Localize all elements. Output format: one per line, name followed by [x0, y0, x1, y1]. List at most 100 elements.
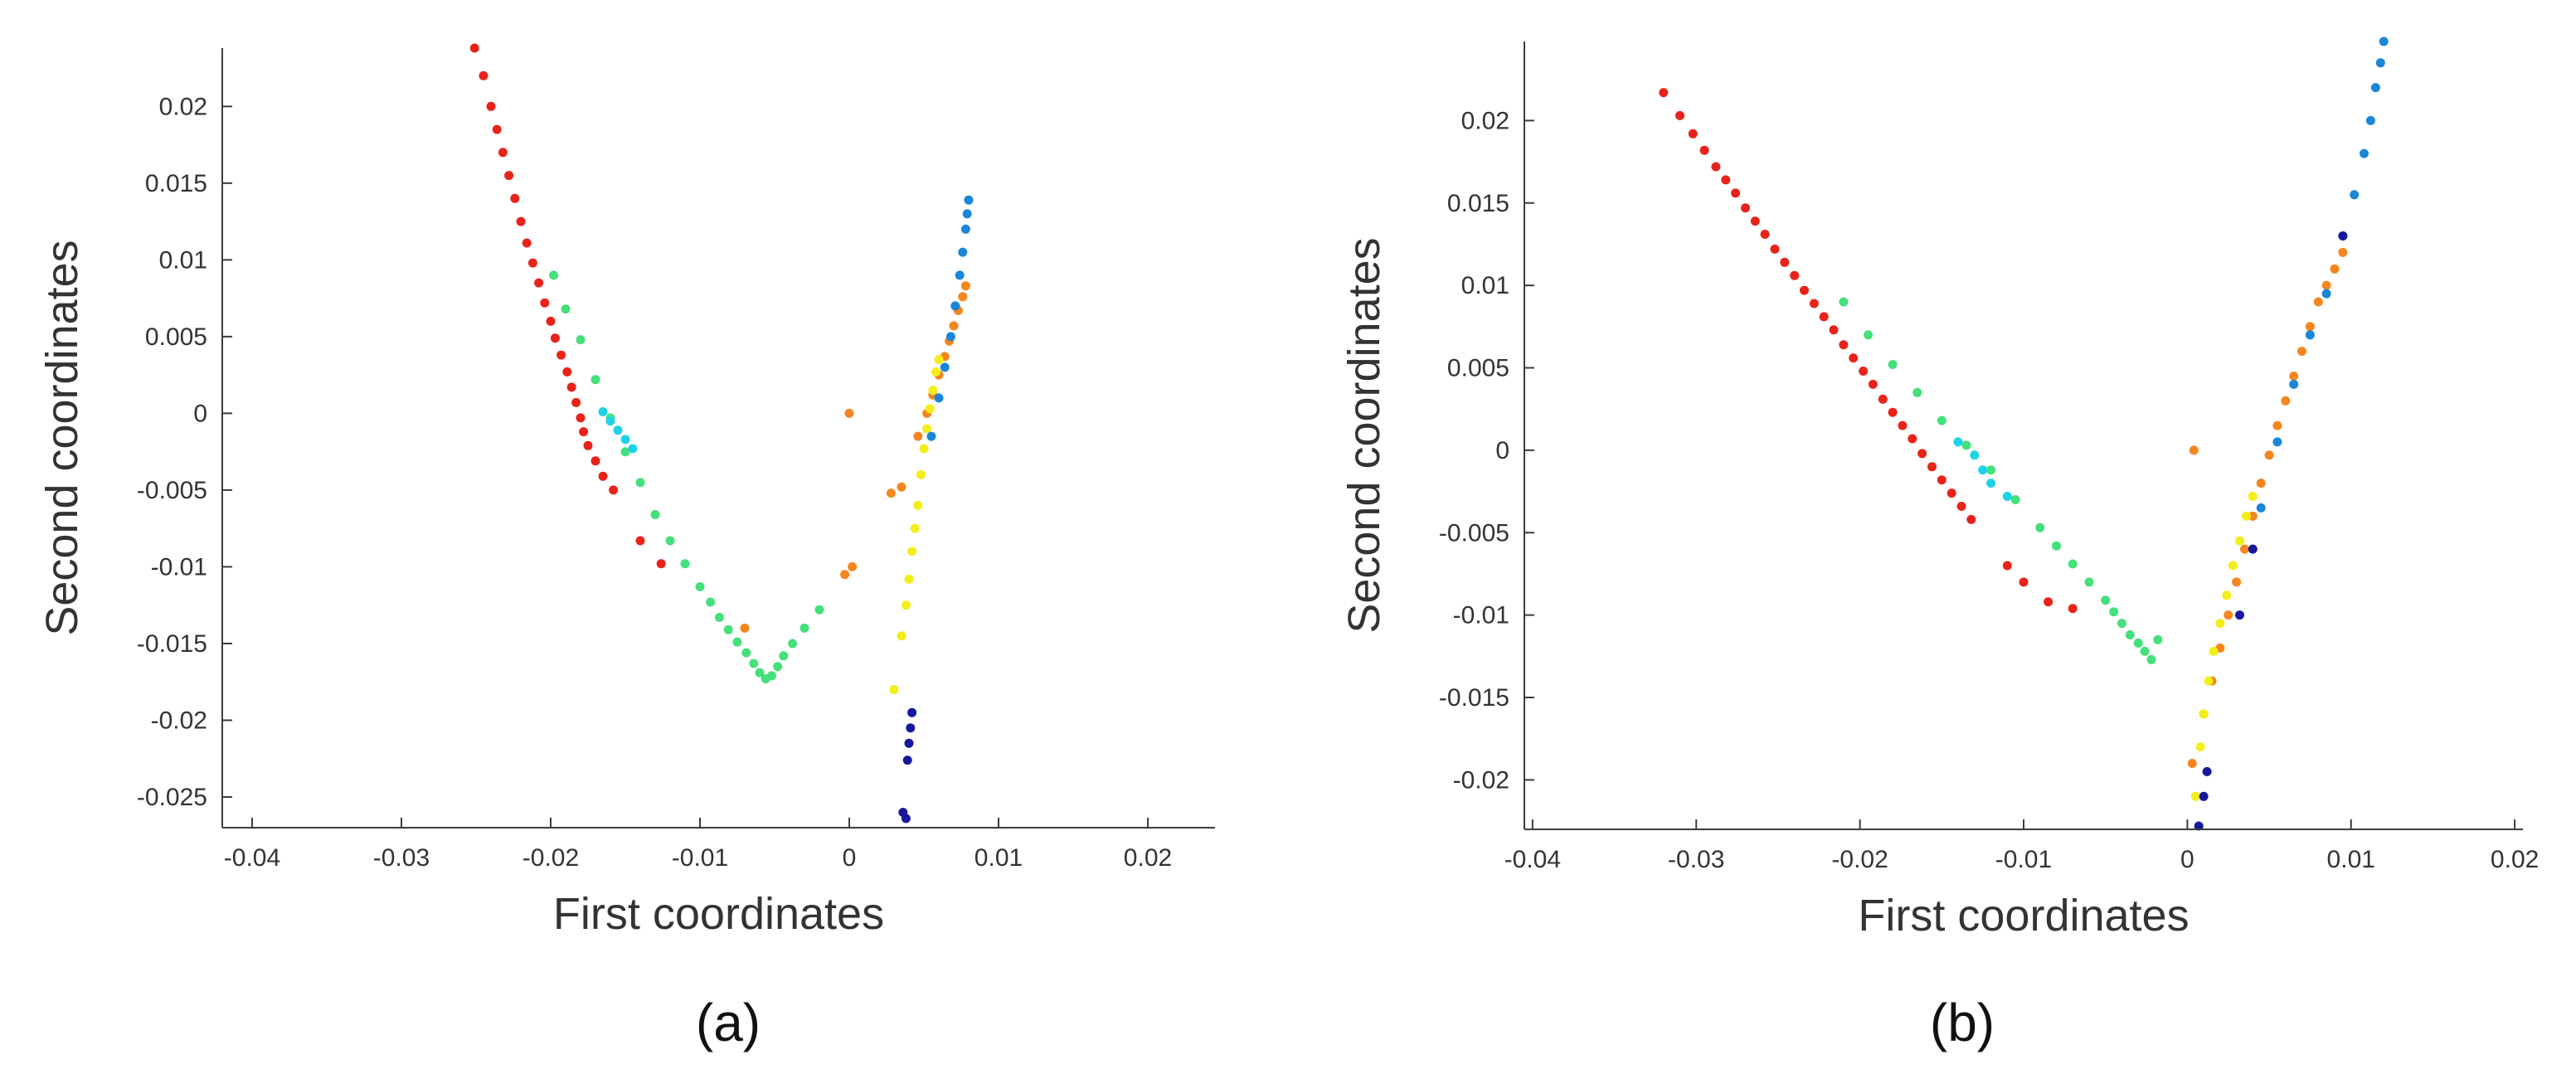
- panel-b-point-orange: [2297, 347, 2306, 357]
- panel-b-point-green: [2109, 607, 2119, 617]
- panel-a-y-tick-label: -0.025: [137, 784, 207, 811]
- panel-b-point-red: [1659, 88, 1669, 98]
- panel-b-axes: -0.04 -0.03 -0.02 -0.01 0 0.01 0.02 -0.02 -0.015…: [1439, 41, 2539, 873]
- panel-b-point-red: [1908, 434, 1917, 444]
- panel-a-y-tick-label: 0.01: [159, 246, 207, 274]
- panel-b-point-green: [2052, 541, 2061, 551]
- panel-a-point-red: [498, 148, 508, 158]
- panel-a-x-tick-label: -0.02: [522, 844, 579, 872]
- panel-a-y-tick-label: 0.015: [145, 170, 207, 197]
- panel-b-point-yellow: [2195, 742, 2205, 752]
- panel-b-point-yellow: [2222, 590, 2232, 600]
- panel-a-point-yellow: [922, 424, 932, 434]
- panel-b-point-orange: [2232, 577, 2242, 587]
- panel-b-point-green: [2068, 559, 2078, 569]
- panel-a-point-blue: [955, 270, 965, 280]
- panel-a-point-red: [566, 382, 576, 392]
- panel-b-point-blue: [2370, 83, 2380, 93]
- panel-b-point-blue: [2256, 503, 2266, 513]
- panel-b-point-blue: [2360, 148, 2369, 158]
- panel-a-point-green: [714, 613, 724, 622]
- panel-b-point-red: [1790, 270, 1800, 280]
- panel-a-y-tick-label: -0.02: [151, 707, 207, 734]
- panel-a-point-blue: [964, 195, 974, 205]
- panel-a-point-red: [522, 238, 532, 248]
- panel-b-point-green: [1986, 465, 1995, 475]
- panel-b-point-cyan: [1970, 450, 1980, 460]
- panel-b-point-navy: [2248, 544, 2258, 554]
- panel-b-point-green: [2035, 522, 2045, 532]
- panel-a-point-cyan: [620, 435, 630, 445]
- panel-b-point-yellow: [2241, 511, 2251, 521]
- panel-a-x-tick-label: 0.01: [975, 844, 1023, 872]
- panel-b-y-tick-label: 0.005: [1447, 355, 1509, 382]
- panel-a-y-tick-label: 0.005: [145, 323, 207, 351]
- panel-b-point-cyan: [2002, 492, 2012, 501]
- panel-b-point-red: [1711, 162, 1721, 172]
- panel-b-point-blue: [2305, 330, 2315, 340]
- panel-a-point-cyan: [613, 425, 623, 435]
- panel-b-y-tick-label: -0.01: [1453, 602, 1509, 629]
- panel-b-x-tick-label: -0.02: [1831, 846, 1888, 873]
- panel-a-point-red: [571, 397, 581, 407]
- panel-a-point-cyan: [598, 407, 608, 416]
- panel-b-x-axis-label: First coordinates: [1858, 891, 2189, 940]
- panel-b-point-red: [1956, 502, 1966, 511]
- panel-b-point-red: [1770, 244, 1780, 254]
- panel-a-y-axis-label: Second coordinates: [37, 240, 87, 635]
- panel-b-x-tick-label: -0.01: [1995, 846, 2052, 873]
- panel-a-point-blue: [960, 224, 970, 234]
- panel-a-point-red: [550, 333, 560, 343]
- panel-a-point-red: [486, 101, 496, 111]
- panel-b-point-red: [1819, 312, 1829, 322]
- panel-b-point-red: [1966, 514, 1976, 524]
- panel-b-point-red: [1809, 299, 1819, 309]
- panel-b-point-red: [1868, 379, 1878, 389]
- panel-b-point-orange: [2281, 396, 2291, 406]
- panel-b-x-tick-label: 0.02: [2491, 846, 2539, 873]
- panel-a-point-green: [665, 536, 675, 546]
- panel-a-point-red: [591, 456, 600, 466]
- panel-a-point-red: [504, 171, 514, 181]
- panel-a-point-green: [800, 623, 809, 633]
- panel-b-y-tick-label: 0.02: [1461, 107, 1509, 134]
- panel-a-point-red: [527, 258, 537, 268]
- panel-a-x-tick-label: -0.03: [373, 844, 430, 872]
- panel-a-point-green: [732, 637, 742, 647]
- panel-b-point-yellow: [2248, 492, 2258, 501]
- panel-b-point-yellow: [2199, 709, 2209, 719]
- panel-b-point-red: [1741, 203, 1750, 213]
- panel-b-y-tick-label: -0.02: [1453, 766, 1509, 794]
- panel-b-y-tick-label: 0.01: [1461, 272, 1509, 299]
- panel-a-point-orange: [960, 281, 970, 291]
- panel-b-point-green: [1864, 330, 1873, 340]
- panel-a-y-tick-label: 0: [193, 400, 207, 427]
- panel-a-point-red: [540, 298, 550, 308]
- panel-b-point-red: [2002, 561, 2012, 571]
- panel-b-point-red: [1760, 230, 1770, 239]
- panel-b-x-tick-label: 0: [2180, 846, 2194, 873]
- panel-a-point-green: [749, 658, 759, 668]
- panel-a-point-red: [534, 278, 544, 288]
- panel-b-point-green: [2010, 495, 2020, 504]
- panel-b-point-red: [1750, 216, 1760, 226]
- panel-a-caption: (a): [696, 993, 761, 1052]
- panel-b-point-green: [1913, 387, 1922, 397]
- panel-b-point-red: [1898, 420, 1908, 430]
- panel-a-point-red: [579, 427, 589, 437]
- panel-b-point-green: [1888, 360, 1898, 369]
- panel-b-x-tick-label: -0.04: [1504, 846, 1561, 873]
- panel-b-point-yellow: [2215, 619, 2225, 629]
- panel-b-y-tick-label: -0.005: [1439, 519, 1509, 547]
- panel-b-point-green: [2133, 638, 2143, 648]
- panel-a-point-yellow: [925, 404, 935, 414]
- panel-a-point-yellow: [934, 355, 944, 365]
- panel-a-y-tick-label: -0.015: [137, 630, 207, 658]
- panel-a-point-orange: [949, 321, 959, 331]
- panel-a-point-red: [562, 367, 572, 377]
- panel-b-point-yellow: [2228, 561, 2238, 571]
- panel-b-point-orange: [2338, 247, 2348, 257]
- panel-b-point-orange: [2321, 280, 2331, 290]
- panel-b-point-orange: [2224, 610, 2233, 620]
- panel-a-point-green: [779, 651, 789, 661]
